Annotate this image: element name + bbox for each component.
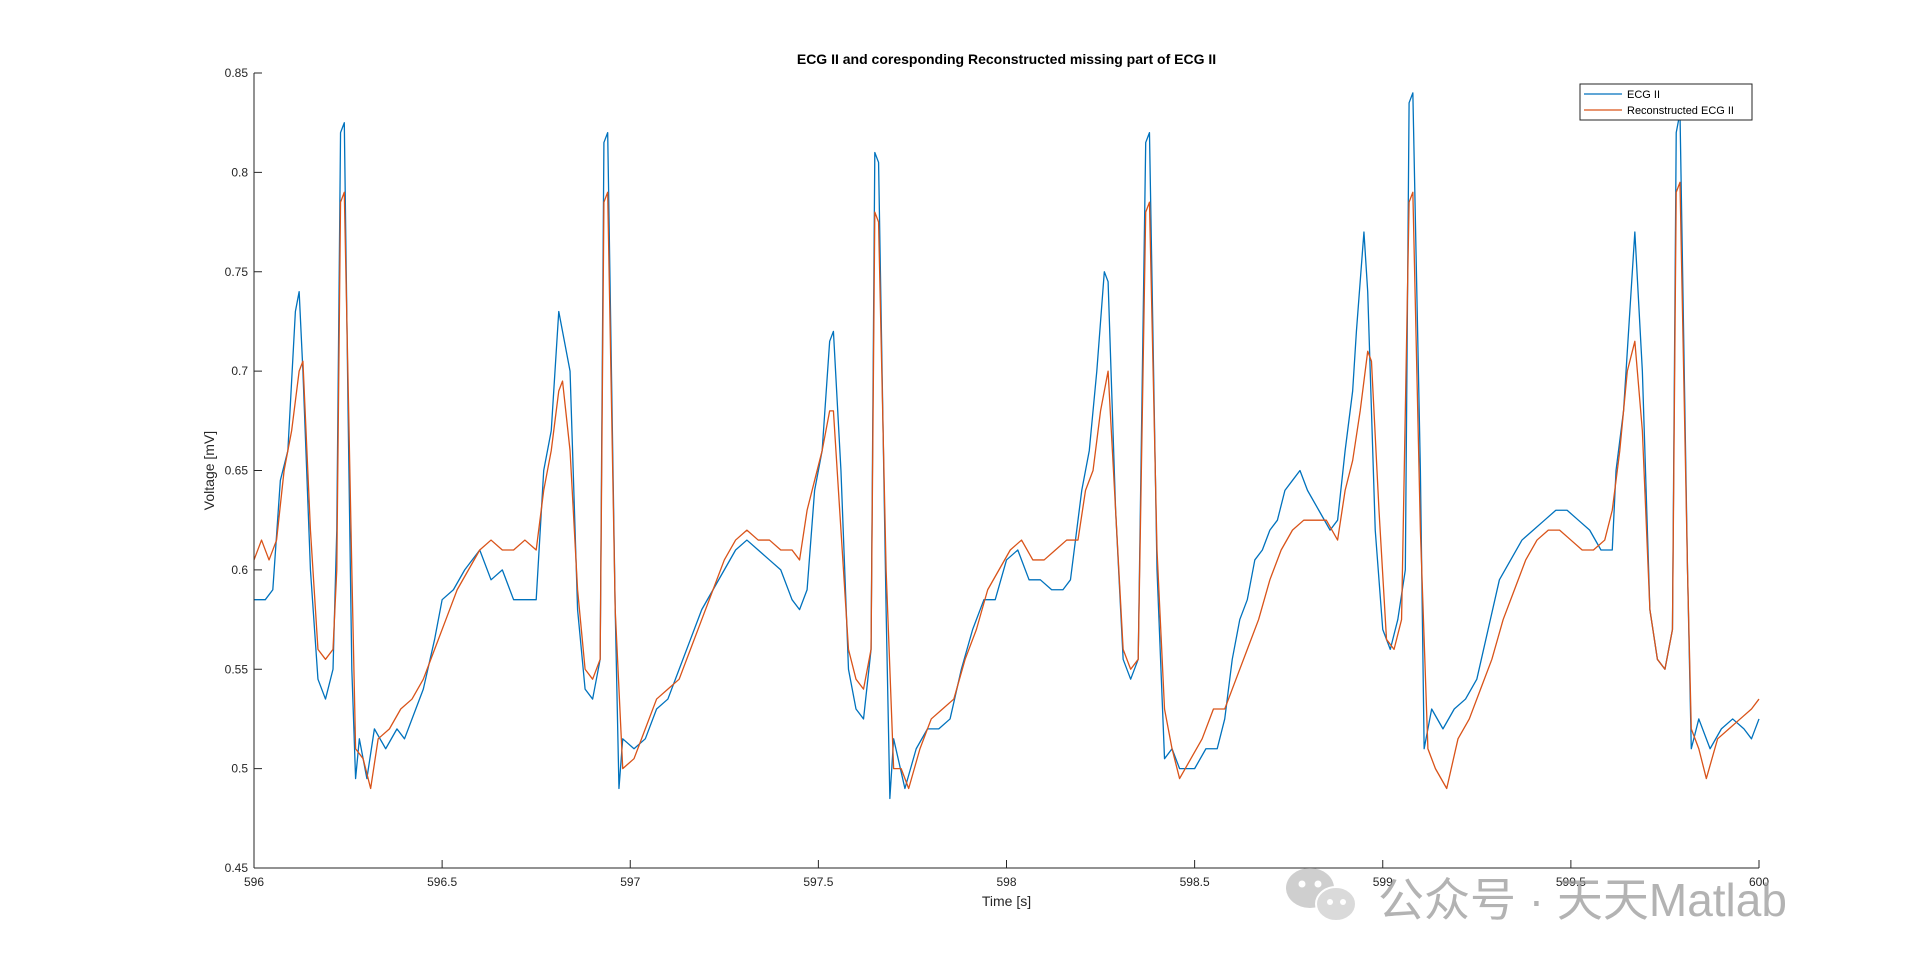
- y-tick-label: 0.7: [231, 364, 248, 378]
- series-line-reconstructed-ecg-ii: [253, 181, 1760, 790]
- y-tick-label: 0.5: [231, 762, 248, 776]
- x-tick-label: 597.5: [803, 875, 833, 889]
- legend-label-ecg-ii: ECG II: [1627, 89, 1660, 101]
- chart-title: ECG II and coresponding Reconstructed mi…: [797, 51, 1216, 67]
- legend: ECG II Reconstructed ECG II: [1579, 83, 1753, 121]
- y-tick-label: 0.8: [231, 165, 248, 179]
- x-tick-label: 596.5: [427, 875, 457, 889]
- x-tick-label: 597: [620, 875, 640, 889]
- y-tick-label: 0.75: [225, 265, 249, 279]
- x-tick-label: 596: [244, 875, 264, 889]
- y-ticks: 0.45 0.5 0.55 0.6 0.65 0.7 0.75 0.8 0.85: [225, 66, 262, 875]
- x-tick-label: 599: [1373, 875, 1393, 889]
- x-axis-label: Time [s]: [982, 893, 1031, 909]
- x-ticks: 596 596.5 597 597.5 598 598.5 599 599.5 600: [244, 860, 1769, 889]
- legend-box: [1579, 83, 1753, 121]
- wechat-icon: [1286, 868, 1357, 922]
- x-tick-label: 598.5: [1180, 875, 1210, 889]
- watermark-text: 公众号 · 天天Matlab: [1378, 874, 1787, 926]
- x-tick-label: 599.5: [1556, 875, 1586, 889]
- x-tick-label: 600: [1749, 875, 1769, 889]
- y-tick-label: 0.6: [231, 563, 248, 577]
- y-tick-label: 0.45: [225, 861, 249, 875]
- y-tick-label: 0.85: [225, 66, 249, 80]
- y-tick-label: 0.65: [225, 464, 249, 478]
- plot-area: [254, 73, 1759, 868]
- watermark: 公众号 · 天天Matlab: [1286, 868, 1787, 926]
- x-tick-label: 598: [996, 875, 1016, 889]
- y-axis-label: Voltage [mV]: [201, 431, 217, 510]
- series-layer: [253, 92, 1760, 800]
- y-tick-label: 0.55: [225, 662, 249, 676]
- legend-label-reconstructed-ecg-ii: Reconstructed ECG II: [1627, 105, 1734, 117]
